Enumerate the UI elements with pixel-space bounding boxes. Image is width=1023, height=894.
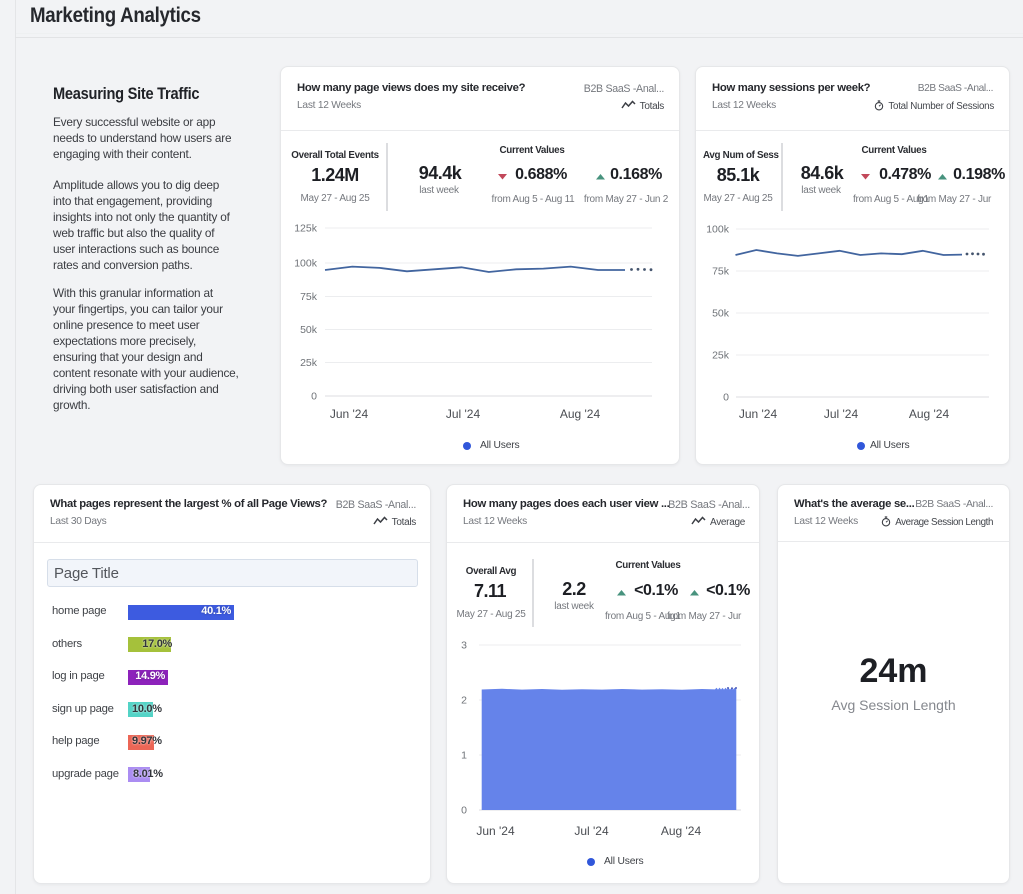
svg-text:Jul '24: Jul '24: [824, 407, 859, 421]
svg-text:Jul '24: Jul '24: [446, 407, 481, 421]
svg-text:Jul '24: Jul '24: [574, 824, 609, 838]
svg-text:50k: 50k: [712, 308, 730, 320]
svg-text:Jun '24: Jun '24: [476, 824, 515, 838]
svg-text:Jun '24: Jun '24: [330, 407, 369, 421]
svg-text:Aug '24: Aug '24: [661, 824, 702, 838]
svg-text:75k: 75k: [300, 291, 318, 303]
svg-text:100k: 100k: [706, 224, 730, 236]
svg-text:25k: 25k: [300, 357, 318, 369]
svg-text:3: 3: [461, 640, 467, 652]
svg-text:1: 1: [461, 750, 467, 762]
svg-text:75k: 75k: [712, 266, 730, 278]
svg-text:Aug '24: Aug '24: [560, 407, 601, 421]
svg-text:0: 0: [311, 391, 317, 403]
svg-text:0: 0: [723, 392, 729, 404]
svg-text:125k: 125k: [294, 223, 318, 235]
svg-text:Aug '24: Aug '24: [909, 407, 950, 421]
svg-text:50k: 50k: [300, 324, 318, 336]
svg-text:Jun '24: Jun '24: [739, 407, 778, 421]
svg-text:0: 0: [461, 805, 467, 817]
svg-text:2: 2: [461, 695, 467, 707]
svg-text:100k: 100k: [294, 258, 318, 270]
svg-text:25k: 25k: [712, 350, 730, 362]
